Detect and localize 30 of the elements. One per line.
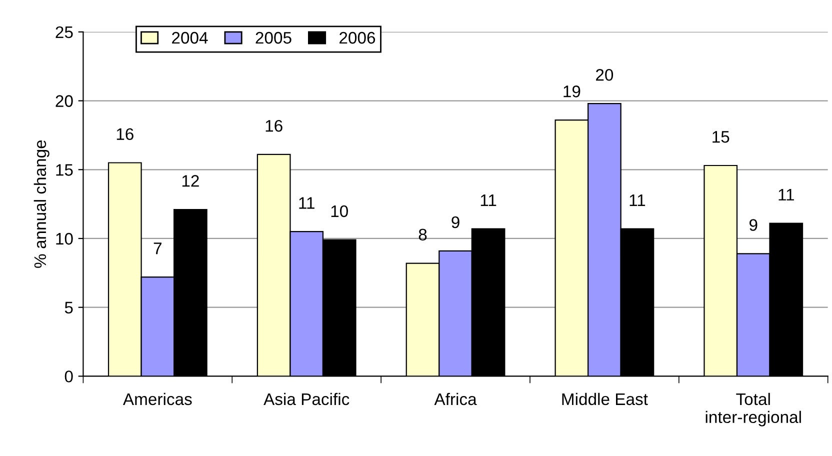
x-tick-label: Asia Pacific [264,392,350,406]
y-tick-label: 10 [56,232,73,245]
data-label: 11 [299,197,314,209]
x-tick-label: Total inter-regional [706,392,801,426]
y-tick-label: 0 [64,370,73,382]
legend-label: 2005 [256,32,292,44]
data-label: 20 [596,68,614,81]
data-label: 16 [266,120,282,132]
data-label: 10 [331,205,348,218]
x-tick-label: Africa [434,392,477,406]
data-label: 15 [712,131,730,143]
x-tick-label: Americas [122,392,192,406]
y-tick-label: 15 [56,164,73,176]
data-label: 8 [418,228,427,241]
data-label: 11 [630,194,646,206]
data-label: 19 [564,86,580,98]
y-tick-label: 25 [56,26,73,38]
y-axis-title: % annual change [34,140,50,268]
y-tick-label: 5 [64,302,73,314]
x-tick-label: Middle East [562,392,648,406]
data-label: 12 [182,175,199,187]
data-label: 11 [778,188,794,200]
y-tick-label: 20 [56,95,73,107]
data-label: 7 [154,242,162,254]
data-label: 16 [116,128,134,140]
data-label: 11 [480,194,496,206]
legend-label: 2006 [340,32,376,44]
legend-label: 2004 [172,32,208,44]
data-label: 9 [750,219,758,231]
data-label: 9 [452,216,460,228]
